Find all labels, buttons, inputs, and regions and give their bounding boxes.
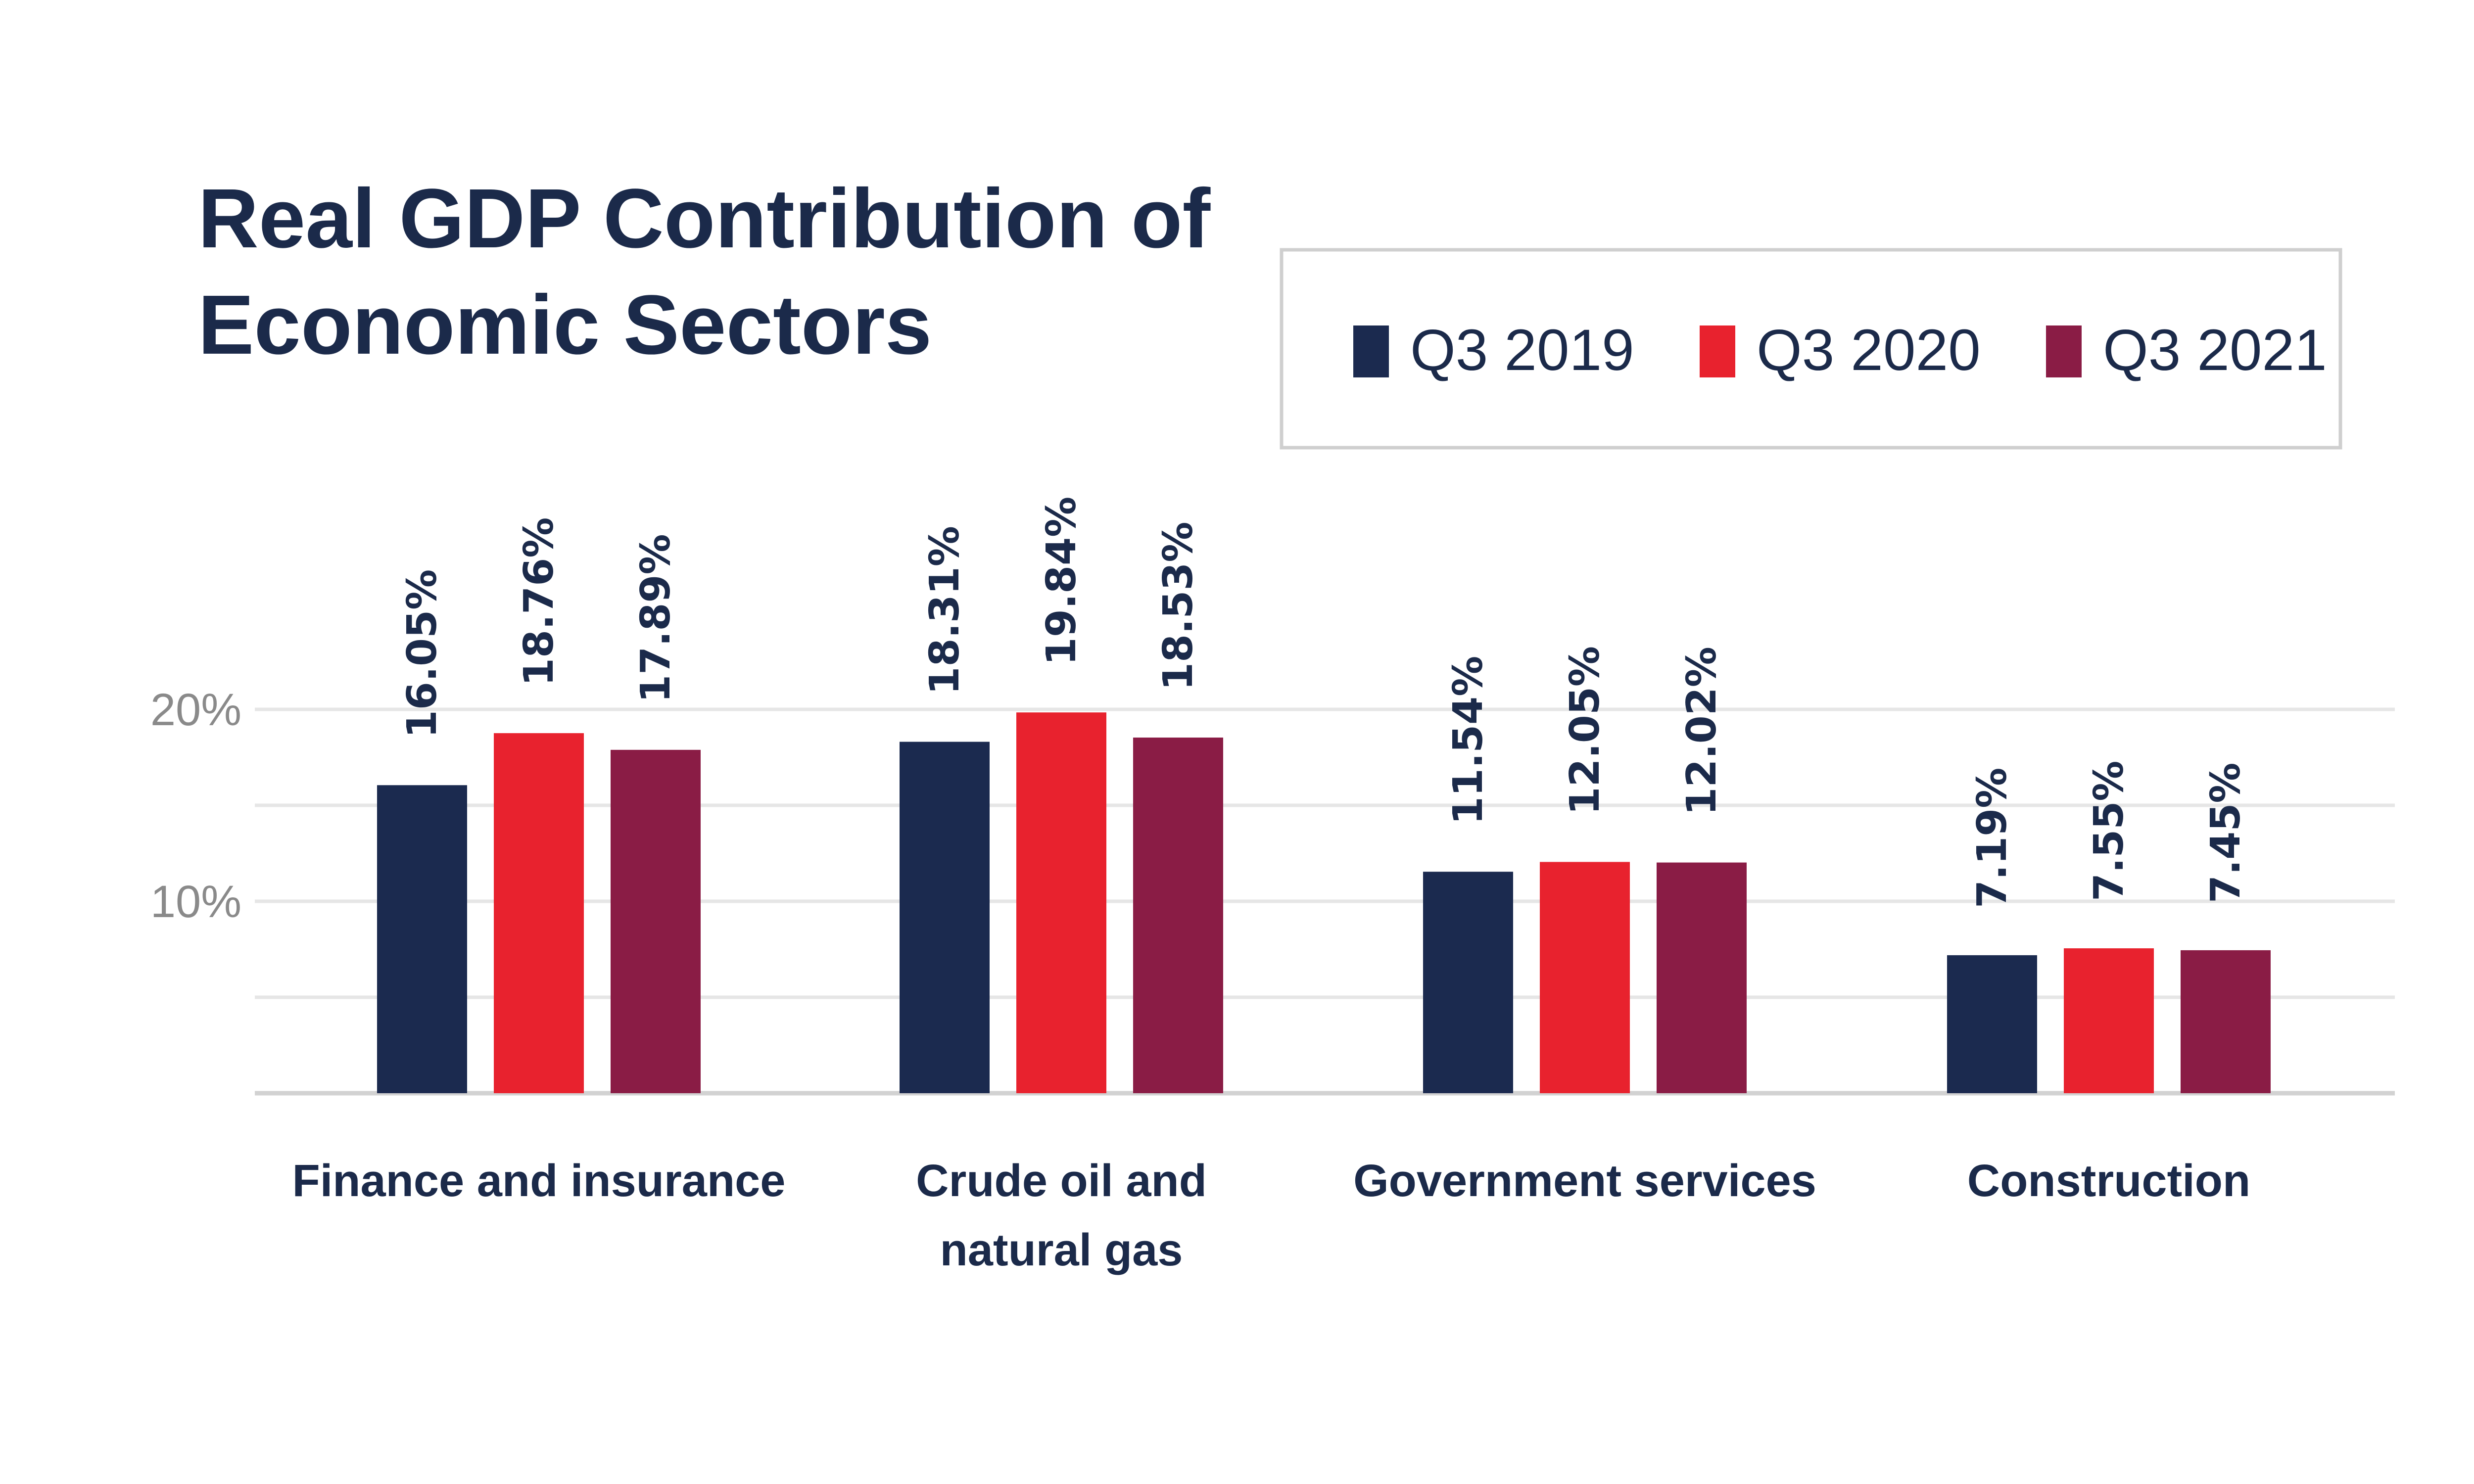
category-label: Crude oil and <box>916 1156 1207 1206</box>
data-label: 12.05% <box>1562 646 1609 815</box>
data-label: 12.02% <box>1678 647 1725 816</box>
bar <box>1947 955 2037 1093</box>
legend-box <box>1280 248 2342 450</box>
data-label: 17.89% <box>632 534 679 703</box>
bar <box>2181 950 2271 1093</box>
legend: Q3 2019 Q3 2020 Q3 2021 <box>1280 248 2342 450</box>
legend-label: Q3 2019 <box>1410 318 1634 383</box>
data-label: 7.45% <box>2202 762 2249 903</box>
data-label: 16.05% <box>399 569 446 739</box>
data-labels: 16.05% 18.76% 17.89% 18.31% 19.84% 18.53% 11.5… <box>399 497 2249 908</box>
bar <box>1657 862 1747 1093</box>
legend-swatch <box>2046 325 2082 377</box>
category-label: Finance and insurance <box>292 1156 786 1206</box>
y-tick-label: 10% <box>150 877 241 927</box>
bar <box>377 785 467 1093</box>
chart-title-line: Real GDP Contribution of <box>198 172 1211 266</box>
data-label: 7.19% <box>1969 768 2016 908</box>
legend-swatch <box>1700 325 1735 377</box>
category-label: Construction <box>1967 1156 2250 1206</box>
bar <box>1133 738 1223 1093</box>
y-axis-ticks: 10% 20% <box>150 685 241 927</box>
bar <box>2064 948 2154 1093</box>
bar <box>900 742 990 1093</box>
legend-label: Q3 2021 <box>2103 318 2327 383</box>
bars <box>377 712 2271 1093</box>
category-label: Government services <box>1353 1156 1816 1206</box>
category-label: natural gas <box>940 1225 1183 1275</box>
data-label: 18.53% <box>1155 521 1202 691</box>
data-label: 19.84% <box>1038 497 1085 666</box>
bar <box>611 749 701 1093</box>
legend-label: Q3 2020 <box>1757 318 1981 383</box>
chart-title-line: Economic Sectors <box>198 278 932 372</box>
data-label: 18.31% <box>921 526 968 695</box>
data-label: 7.55% <box>2086 761 2133 901</box>
bar <box>494 733 584 1093</box>
chart-title: Real GDP Contribution of Economic Sectors <box>198 172 1211 372</box>
bar <box>1540 862 1630 1093</box>
bar <box>1016 712 1106 1093</box>
bar <box>1423 872 1513 1093</box>
data-label: 11.54% <box>1445 656 1492 825</box>
y-tick-label: 20% <box>150 685 241 735</box>
data-label: 18.76% <box>516 517 563 687</box>
x-axis-categories: Finance and insurance Crude oil and natura… <box>292 1156 2251 1275</box>
legend-swatch <box>1353 325 1389 377</box>
